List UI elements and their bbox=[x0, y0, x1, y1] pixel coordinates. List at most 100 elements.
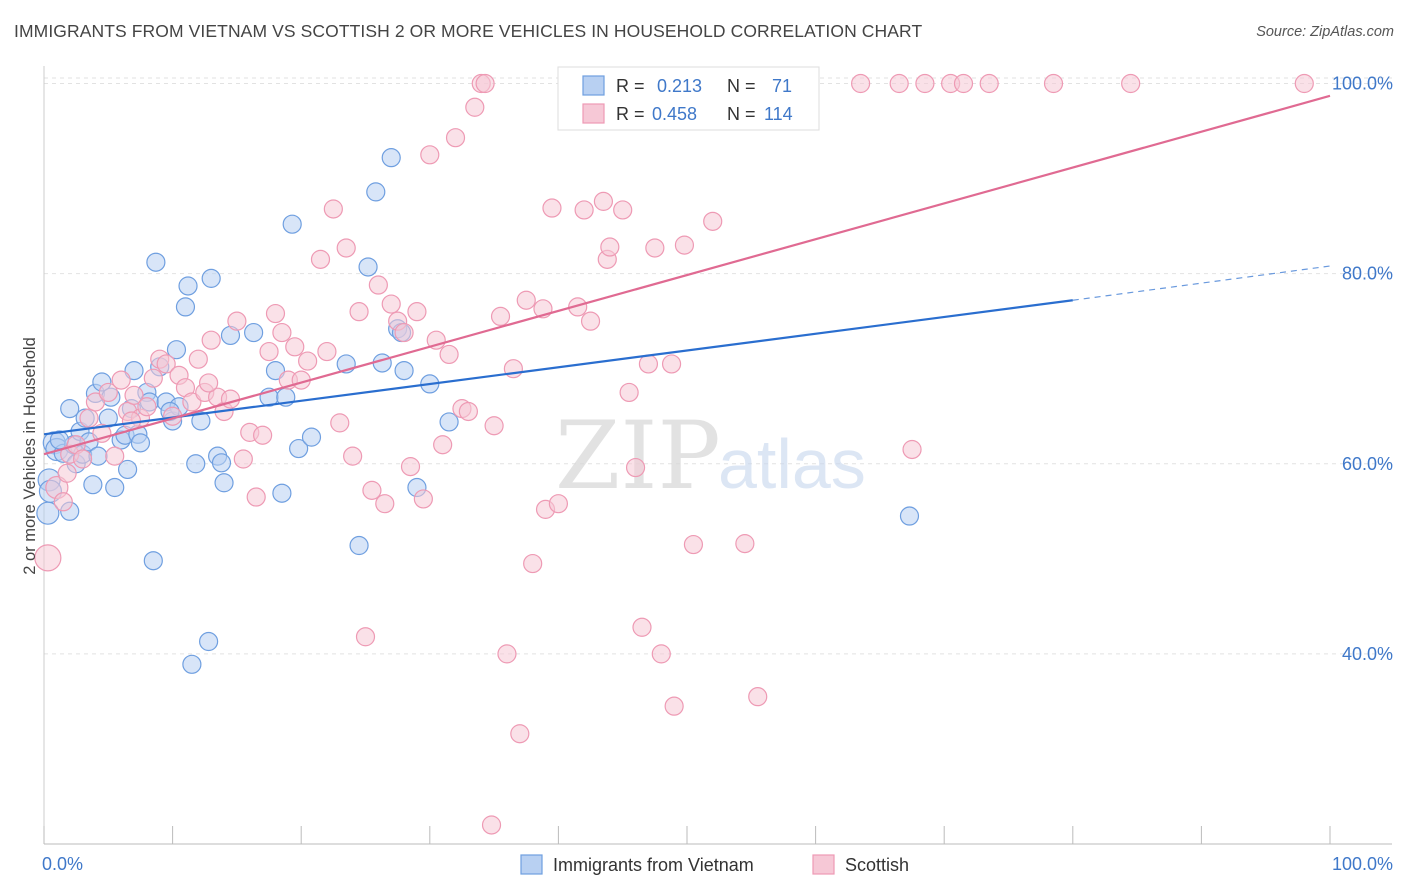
scottish-point bbox=[613, 200, 633, 220]
vietnam-point bbox=[124, 360, 144, 381]
grid-lines bbox=[43, 66, 1392, 844]
scottish-point bbox=[851, 73, 871, 94]
scottish-point bbox=[259, 341, 279, 362]
scottish-point bbox=[1294, 73, 1314, 94]
scottish-point bbox=[188, 349, 208, 369]
vietnam-point bbox=[186, 454, 206, 474]
scottish-point bbox=[497, 644, 517, 664]
scottish-point bbox=[523, 553, 543, 574]
scottish-point bbox=[323, 199, 343, 219]
scottish-point bbox=[638, 354, 659, 374]
vietnam-point bbox=[289, 438, 309, 459]
scottish-trend-line bbox=[43, 94, 1331, 456]
scottish-point bbox=[651, 644, 671, 664]
scottish-point bbox=[619, 382, 639, 403]
scottish-point bbox=[574, 200, 594, 220]
scottish-point bbox=[272, 322, 292, 343]
scottish-point bbox=[124, 385, 144, 405]
scottish-point bbox=[445, 128, 466, 148]
scottish-point bbox=[355, 627, 376, 647]
source-credit: Source: ZipAtlas.com bbox=[1256, 24, 1394, 40]
scottish-point bbox=[375, 494, 395, 514]
scottish-point bbox=[317, 341, 337, 362]
vietnam-point bbox=[175, 297, 196, 317]
scottish-point bbox=[336, 238, 356, 258]
scottish-point bbox=[953, 73, 974, 94]
vietnam-point bbox=[358, 257, 378, 277]
scottish-point bbox=[600, 237, 620, 257]
vietnam-point bbox=[60, 399, 80, 419]
scottish-point bbox=[683, 534, 704, 555]
stats-r-label-scottish: R = bbox=[616, 104, 645, 124]
vietnam-point bbox=[439, 412, 459, 432]
stats-n-value-vietnam: 71 bbox=[772, 76, 792, 96]
scottish-point bbox=[253, 425, 273, 445]
scottish-point bbox=[1121, 73, 1141, 94]
scottish-point bbox=[343, 446, 363, 466]
svg-text:R = 0.213 N =: R = 0.213 N = 71 bbox=[616, 76, 792, 96]
vietnam-point bbox=[83, 475, 103, 495]
scottish-point bbox=[98, 382, 118, 403]
scottish-point bbox=[510, 724, 530, 744]
scottish-point bbox=[111, 370, 131, 390]
scottish-point bbox=[703, 211, 723, 231]
series-legend: Immigrants from Vietnam Scottish bbox=[520, 854, 909, 875]
scottish-point bbox=[413, 489, 433, 509]
scottish-point bbox=[156, 354, 176, 374]
y-axis-label: 2 or more Vehicles in Household bbox=[21, 337, 39, 575]
scottish-point bbox=[632, 617, 652, 637]
scottish-point bbox=[349, 302, 369, 322]
scottish-point bbox=[481, 815, 502, 835]
svg-text:R = 0.458 N =: R = 0.458 N = 114 bbox=[616, 104, 793, 124]
stats-legend: R = 0.213 N = 71 R = 0.458 N = 114 bbox=[557, 66, 820, 131]
scottish-point bbox=[105, 446, 125, 466]
scottish-point bbox=[57, 463, 77, 483]
scottish-point bbox=[298, 351, 318, 371]
vietnam-point bbox=[349, 535, 369, 556]
vietnam-point bbox=[214, 473, 234, 493]
scottish-point bbox=[484, 416, 504, 436]
stats-r-value-scottish: 0.458 bbox=[652, 104, 697, 124]
vietnam-point bbox=[272, 483, 292, 503]
scottish-point bbox=[542, 198, 562, 218]
scottish-point bbox=[674, 235, 695, 255]
stats-swatch-scottish bbox=[582, 103, 605, 124]
stats-n-label-scottish: N = bbox=[727, 104, 756, 124]
vietnam-point bbox=[117, 459, 138, 480]
scottish-point bbox=[645, 238, 665, 258]
stats-n-label-vietnam: N = bbox=[727, 76, 756, 96]
scottish-point bbox=[458, 401, 478, 422]
scottish-point bbox=[1043, 73, 1064, 94]
scottish-point bbox=[233, 449, 253, 469]
vietnam-point bbox=[178, 276, 198, 296]
vietnam-point bbox=[899, 506, 920, 526]
scottish-point bbox=[889, 73, 909, 94]
scottish-point bbox=[201, 330, 221, 350]
vietnam-point bbox=[143, 551, 163, 571]
scottish-point bbox=[902, 439, 922, 460]
vietnam-point bbox=[265, 360, 286, 381]
vietnam-point bbox=[366, 182, 386, 202]
vietnam-point bbox=[244, 322, 264, 343]
scottish-point bbox=[394, 322, 414, 343]
scottish-point bbox=[182, 392, 202, 412]
scottish-point bbox=[593, 191, 614, 211]
scottish-point bbox=[915, 73, 935, 94]
vietnam-point bbox=[282, 214, 302, 234]
scottish-point bbox=[664, 696, 684, 716]
scottish-point bbox=[137, 397, 157, 417]
y-tick-label: 60.0% bbox=[1342, 454, 1393, 474]
scottish-point bbox=[748, 687, 768, 707]
vietnam-point bbox=[394, 360, 414, 381]
vietnam-trend-line bbox=[43, 299, 1073, 436]
scottish-point bbox=[310, 249, 331, 269]
scottish-point bbox=[439, 344, 459, 365]
vietnam-point bbox=[146, 252, 166, 272]
scottish-point bbox=[79, 408, 99, 428]
vietnam-point bbox=[199, 631, 219, 652]
vietnam-point bbox=[372, 353, 392, 373]
scottish-point bbox=[490, 306, 511, 327]
legend-label-vietnam: Immigrants from Vietnam bbox=[553, 855, 754, 875]
vietnam-point bbox=[381, 148, 401, 168]
